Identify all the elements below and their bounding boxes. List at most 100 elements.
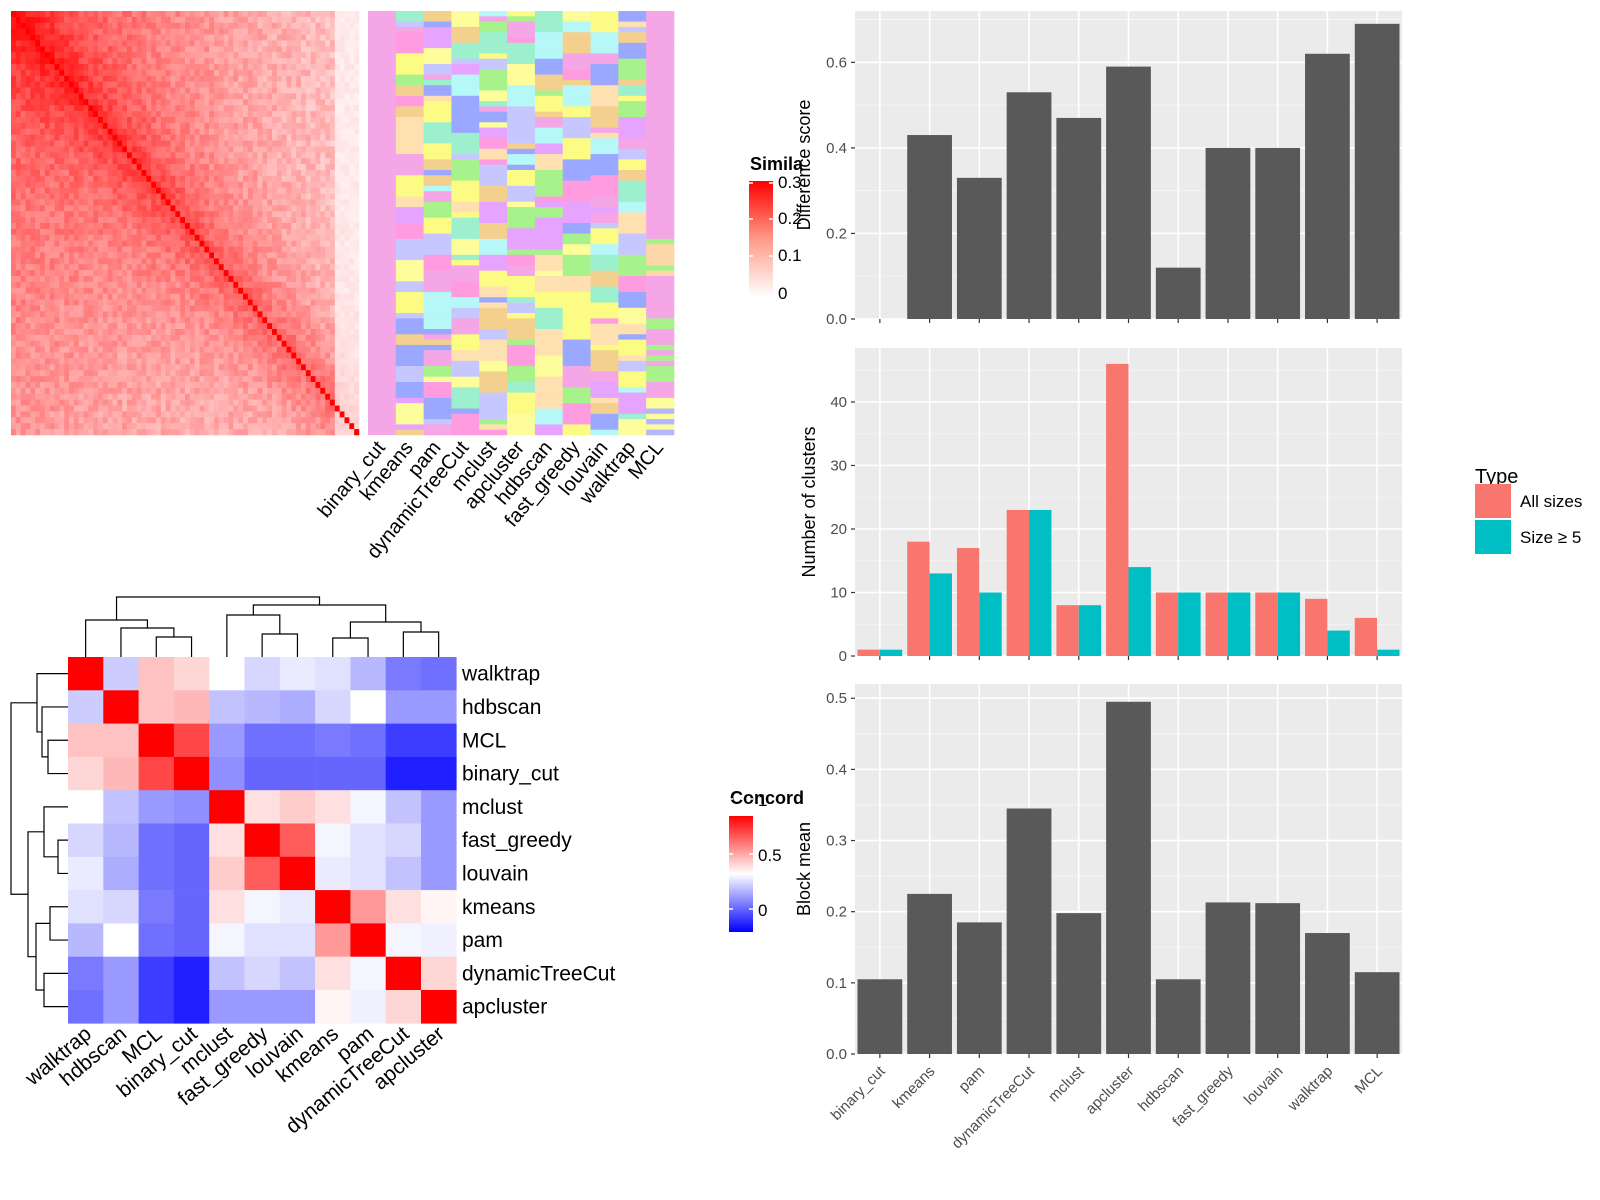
similarity-cell [185, 64, 191, 71]
similarity-cell [40, 164, 46, 171]
similarity-cell [243, 334, 249, 342]
similarity-cell [98, 87, 104, 94]
similarity-cell [315, 58, 321, 65]
similarity-cell [11, 16, 17, 24]
similarity-cell [170, 152, 176, 159]
similarity-cell [286, 217, 292, 224]
similarity-cell [310, 105, 316, 112]
similarity-cell [296, 358, 302, 365]
similarity-cell [349, 334, 355, 342]
similarity-cell [25, 258, 31, 265]
similarity-cell [11, 281, 17, 289]
similarity-cell [247, 323, 253, 330]
similarity-cell [281, 16, 287, 24]
similarity-cell [354, 181, 360, 188]
similarity-cell [165, 334, 171, 342]
similarity-cell [218, 240, 224, 247]
similarity-cell [344, 64, 350, 71]
similarity-cell [189, 11, 195, 18]
similarity-cell [15, 99, 21, 106]
similarity-cell [160, 281, 166, 289]
similarity-cell [160, 34, 166, 41]
similarity-cell [83, 164, 89, 171]
similarity-cell [146, 305, 152, 312]
similarity-cell [233, 58, 239, 65]
similarity-cell [233, 370, 239, 377]
similarity-cell [310, 75, 316, 82]
similarity-cell [189, 193, 195, 200]
similarity-cell [252, 393, 258, 400]
similarity-cell [112, 64, 118, 71]
similarity-cell [189, 111, 195, 118]
similarity-cell [98, 11, 104, 18]
similarity-cell [35, 117, 41, 124]
similarity-cell [131, 323, 137, 330]
similarity-cell [11, 376, 17, 383]
similarity-cell [141, 382, 147, 389]
similarity-cell [262, 387, 268, 395]
similarity-cell [349, 193, 355, 200]
similarity-cell [146, 128, 152, 135]
similarity-cell [175, 252, 181, 259]
similarity-cell [141, 352, 147, 359]
similarity-cell [175, 199, 181, 206]
similarity-cell [15, 211, 21, 218]
similarity-cell [151, 399, 157, 406]
similarity-cell [349, 293, 355, 300]
similarity-cell [180, 246, 186, 253]
similarity-cell [98, 281, 104, 289]
similarity-cell [160, 246, 166, 253]
similarity-cell [349, 75, 355, 82]
similarity-cell [218, 87, 224, 94]
similarity-cell [112, 175, 118, 183]
similarity-cell [238, 287, 244, 294]
similarity-cell [73, 329, 79, 336]
similarity-cell [354, 246, 360, 253]
similarity-cell [49, 323, 55, 330]
similarity-cell [156, 181, 162, 188]
similarity-cell [344, 187, 350, 194]
similarity-cell [330, 311, 336, 318]
similarity-cell [15, 205, 21, 212]
similarity-cell [243, 211, 249, 218]
similarity-cell [88, 317, 94, 324]
similarity-cell [156, 199, 162, 206]
similarity-cell [156, 122, 162, 130]
similarity-cell [257, 240, 263, 247]
similarity-cell [315, 140, 321, 147]
similarity-cell [301, 199, 307, 206]
similarity-cell [93, 352, 99, 359]
similarity-cell [349, 99, 355, 106]
similarity-cell [170, 370, 176, 377]
similarity-cell [247, 134, 253, 141]
similarity-cell [20, 334, 26, 342]
similarity-cell [35, 175, 41, 183]
similarity-cell [315, 223, 321, 230]
similarity-cell [44, 128, 50, 135]
similarity-cell [272, 146, 278, 153]
similarity-cell [35, 152, 41, 159]
similarity-cell [247, 258, 253, 265]
similarity-cell [180, 323, 186, 330]
similarity-cell [44, 334, 50, 342]
similarity-cell [136, 234, 142, 241]
similarity-cell [156, 352, 162, 359]
similarity-cell [73, 252, 79, 259]
similarity-cell [93, 340, 99, 347]
similarity-cell [276, 299, 282, 306]
similarity-cell [185, 105, 191, 112]
similarity-cell [194, 334, 200, 342]
similarity-cell [291, 69, 297, 77]
similarity-cell [286, 105, 292, 112]
similarity-cell [267, 170, 273, 177]
similarity-cell [286, 40, 292, 47]
similarity-cell [25, 293, 31, 300]
similarity-cell [40, 393, 46, 400]
similarity-cell [64, 223, 70, 230]
similarity-cell [20, 193, 26, 200]
similarity-cell [78, 387, 84, 395]
similarity-cell [252, 281, 258, 289]
similarity-cell [40, 405, 46, 412]
similarity-cell [339, 175, 345, 183]
similarity-cell [228, 122, 234, 130]
